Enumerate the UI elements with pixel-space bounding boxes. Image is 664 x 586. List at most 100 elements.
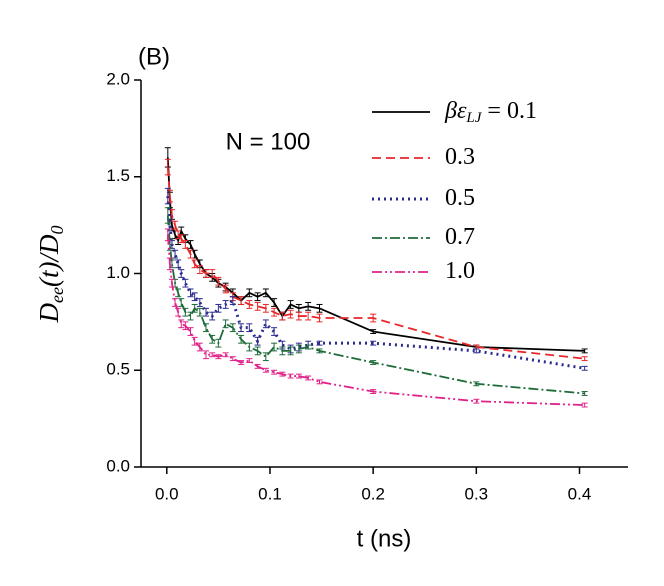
y-tick-label: 1.5 [106, 166, 130, 185]
error-bar [175, 307, 182, 317]
error-bar [271, 327, 278, 336]
error-bar [295, 373, 302, 379]
error-bar [203, 307, 210, 317]
error-bar [287, 346, 294, 356]
x-tick-label: 0.2 [361, 484, 385, 503]
error-bar [215, 276, 222, 286]
x-tick-label: 0.4 [568, 484, 592, 503]
legend-label: 0.5 [445, 185, 475, 211]
error-bar [316, 340, 323, 346]
error-bar [191, 259, 198, 269]
error-bar [229, 323, 236, 333]
error-bar [191, 336, 198, 346]
error-bar [238, 334, 245, 344]
error-bar [271, 342, 278, 352]
error-bar [196, 265, 203, 274]
error-bar [316, 313, 323, 323]
y-tick-label: 0.5 [106, 360, 130, 379]
error-bar [182, 278, 189, 288]
error-bar [370, 360, 377, 365]
x-axis-label: t (ns) [357, 525, 412, 552]
error-bar [271, 298, 278, 307]
error-bar [166, 257, 173, 271]
error-bar [581, 348, 588, 354]
error-bar [279, 346, 286, 356]
error-bar [287, 300, 294, 309]
error-bar [238, 360, 245, 365]
error-bar [581, 391, 588, 396]
error-bar [182, 240, 189, 249]
error-bar [175, 288, 182, 298]
error-bar [209, 334, 216, 344]
error-bar [271, 307, 278, 317]
error-bar [203, 269, 210, 278]
error-bar [222, 284, 229, 294]
x-tick-label: 0.1 [258, 484, 282, 503]
error-bar [222, 352, 229, 358]
error-bar [182, 321, 189, 331]
x-tick-label: 0.0 [155, 484, 179, 503]
error-bar [164, 187, 171, 205]
legend-title: βε [444, 98, 467, 124]
legend-title-eq: = [487, 98, 501, 124]
error-bar [316, 379, 323, 385]
error-bar [187, 288, 194, 298]
y-label-sub: 0 [47, 226, 67, 235]
legend-label-value: 0.7 [445, 224, 475, 250]
error-bar [262, 288, 269, 298]
error-bar [262, 352, 269, 362]
y-label-part: (t)/D [34, 234, 64, 287]
error-bar [254, 302, 261, 311]
error-bar [246, 288, 253, 298]
error-bar [229, 296, 236, 305]
error-bar [215, 338, 222, 348]
error-bar [172, 298, 179, 307]
error-bar [295, 344, 302, 354]
series-line [166, 215, 585, 395]
error-bar [287, 373, 294, 379]
error-bar [196, 342, 203, 352]
error-bar [222, 319, 229, 329]
error-bar [215, 303, 222, 313]
y-axis-label: Dee(t)/D0 [34, 226, 67, 324]
legend-title-sub: LJ [465, 110, 482, 126]
error-bar [473, 348, 480, 354]
error-bar [246, 300, 253, 309]
error-bar [254, 336, 261, 346]
error-bar [191, 292, 198, 302]
error-bar [246, 323, 253, 333]
error-bar [254, 363, 261, 369]
error-bar [305, 375, 312, 381]
error-bar [164, 207, 171, 224]
x-tick-label: 0.3 [465, 484, 489, 503]
error-bar [370, 313, 377, 323]
y-tick-label: 0.0 [106, 456, 130, 475]
error-bar [370, 340, 377, 346]
error-bar [473, 398, 480, 404]
error-bar [254, 346, 261, 356]
error-bar [209, 352, 216, 358]
error-bar [196, 298, 203, 307]
legend-label: βεLJ = 0.1 [444, 98, 537, 127]
error-bar [246, 358, 253, 364]
error-bar [581, 402, 588, 408]
error-bar [187, 327, 194, 336]
error-bar [262, 319, 269, 329]
error-bar [178, 298, 185, 307]
error-bar [196, 307, 203, 317]
error-bar [295, 311, 302, 321]
error-bar [305, 344, 312, 350]
error-bar [164, 158, 171, 176]
error-bar [182, 307, 189, 317]
error-bar [187, 240, 194, 249]
error-bar [271, 369, 278, 375]
panel-label: (B) [138, 43, 170, 70]
legend-label: 0.3 [445, 144, 475, 170]
error-bar [316, 348, 323, 354]
error-bar [581, 356, 588, 362]
error-bar [229, 356, 236, 362]
error-bar [203, 323, 210, 333]
error-bar [178, 319, 185, 329]
error-bar [305, 302, 312, 311]
